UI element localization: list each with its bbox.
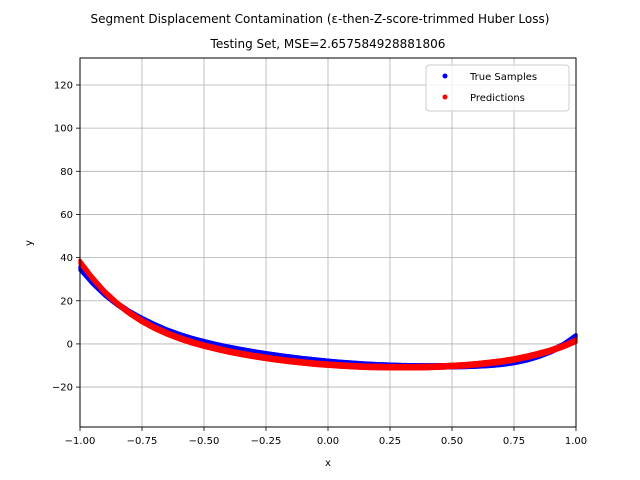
series-predictions — [78, 258, 578, 371]
ticks: −1.00 −0.75 −0.50 −0.25 0.00 0.25 0.50 0.75 1.00… — [52, 80, 587, 447]
legend: True Samples Predictions — [425, 64, 570, 112]
y-tick-label: 60 — [60, 210, 73, 221]
chart-title: Segment Displacement Contamination (ε-th… — [91, 12, 550, 26]
x-tick-label: 0.50 — [441, 436, 463, 447]
x-tick-label: 1.00 — [565, 436, 587, 447]
y-tick-label: 100 — [54, 124, 73, 135]
y-tick-label: 80 — [60, 167, 73, 178]
y-tick-label: 40 — [60, 253, 73, 264]
legend-marker-true-samples — [442, 73, 448, 79]
x-tick-label: 0.25 — [379, 436, 401, 447]
x-tick-label: 0.75 — [503, 436, 525, 447]
x-tick-label: −0.75 — [127, 436, 158, 447]
y-tick-label: −20 — [52, 383, 73, 394]
legend-box — [425, 64, 570, 112]
chart-subtitle: Testing Set, MSE=2.657584928881806 — [210, 37, 446, 51]
x-tick-label: 0.00 — [317, 436, 339, 447]
legend-label-true-samples: True Samples — [469, 72, 537, 83]
plot-series — [78, 258, 578, 371]
legend-marker-predictions — [442, 94, 448, 100]
x-tick-label: −1.00 — [65, 436, 96, 447]
x-tick-label: −0.50 — [189, 436, 220, 447]
y-tick-label: 120 — [54, 80, 73, 91]
y-tick-label: 20 — [60, 296, 73, 307]
y-tick-label: 0 — [67, 339, 73, 350]
x-axis-label: x — [325, 458, 331, 469]
legend-label-predictions: Predictions — [470, 93, 525, 104]
x-tick-label: −0.25 — [251, 436, 282, 447]
y-axis-label: y — [24, 240, 35, 246]
